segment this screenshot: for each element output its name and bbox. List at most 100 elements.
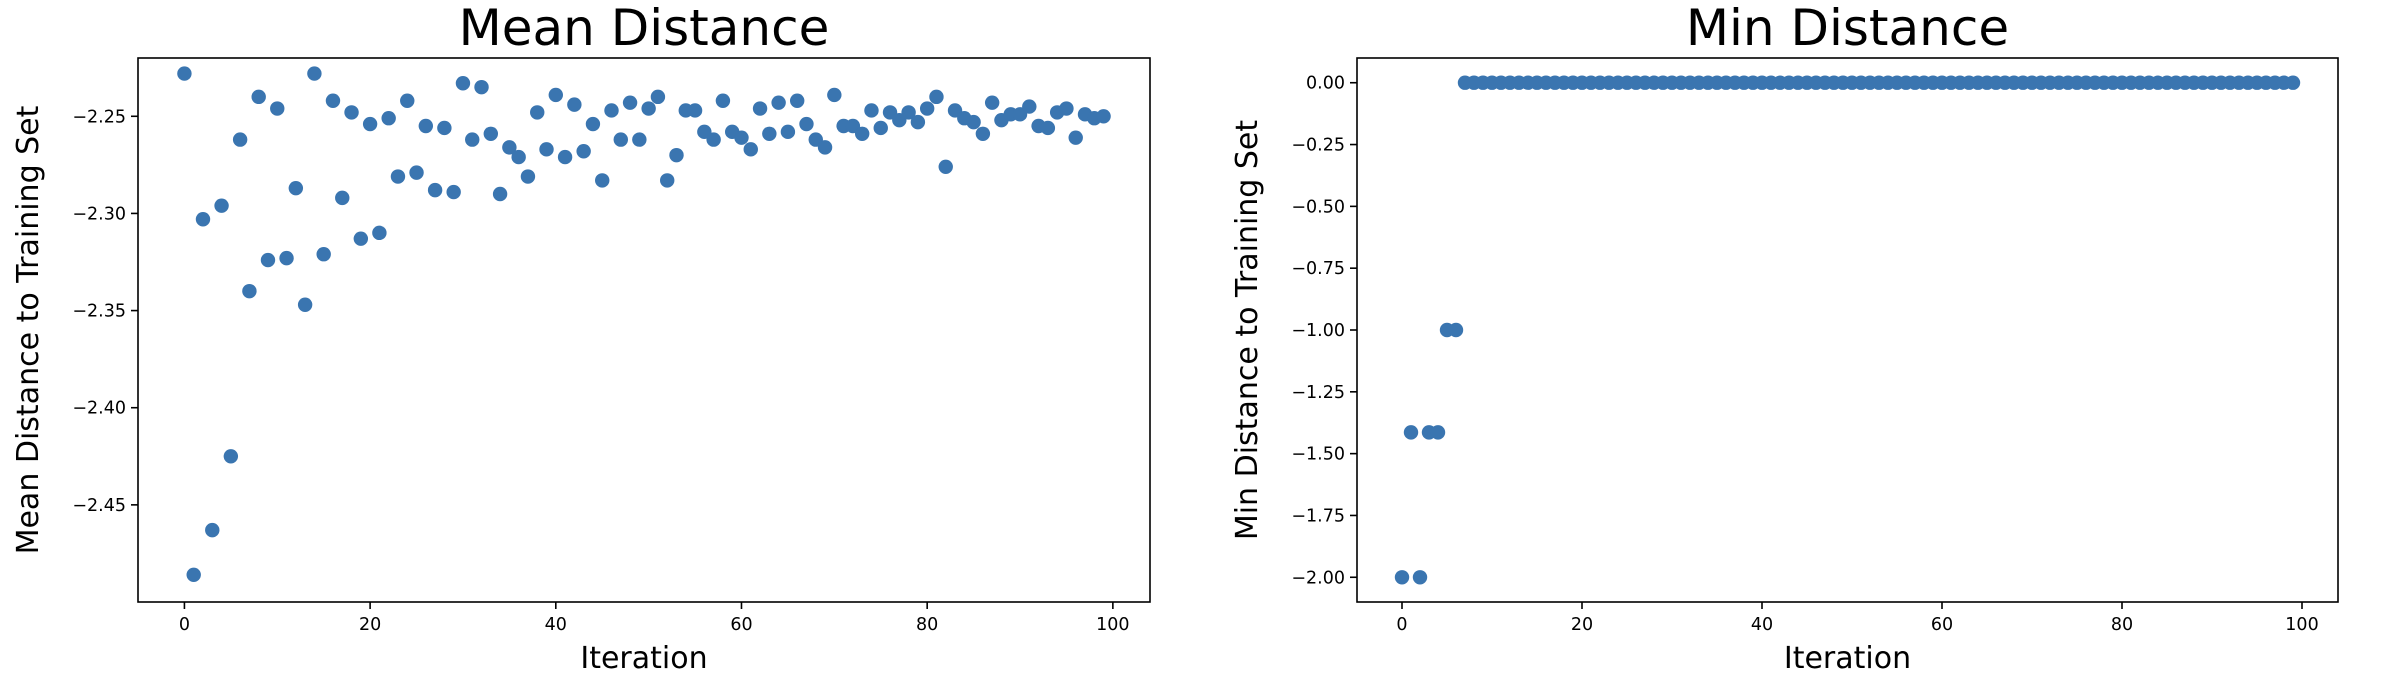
y-tick-label: −2.45: [72, 496, 126, 516]
data-point: [362, 116, 378, 132]
data-point: [799, 116, 814, 132]
data-point: [335, 190, 350, 206]
data-point: [520, 169, 536, 184]
data-point: [557, 149, 573, 165]
data-point: [437, 120, 452, 136]
data-point: [706, 132, 721, 147]
data-point: [576, 144, 591, 159]
data-point: [446, 184, 461, 200]
data-point: [232, 132, 248, 147]
y-axis-ticks: 0.00 −0.25 −0.50 −0.75 −1.00 −1.25 −1.50 −1.75 −…: [1291, 74, 1357, 588]
data-point: [975, 126, 991, 141]
x-tick-label: 80: [916, 615, 938, 635]
x-axis-ticks: 0 20 40 60 80 100: [179, 602, 1130, 635]
data-point: [1068, 130, 1083, 145]
data-point: [1394, 570, 1410, 585]
x-tick-label: 100: [2285, 615, 2318, 635]
x-tick-label: 20: [1571, 615, 1593, 635]
data-points: [1394, 75, 2301, 585]
data-point: [567, 97, 582, 112]
data-point: [223, 449, 239, 464]
x-tick-label: 60: [1931, 615, 1953, 635]
data-point: [1059, 101, 1074, 116]
data-point: [660, 173, 675, 188]
x-axis-label: Iteration: [580, 641, 707, 676]
y-tick-label: −2.25: [72, 107, 126, 127]
data-point: [938, 159, 953, 174]
data-point: [929, 89, 944, 105]
data-point: [1096, 109, 1111, 124]
data-point: [381, 111, 396, 126]
data-point: [1040, 120, 1056, 136]
data-point: [242, 283, 257, 299]
data-point: [325, 93, 341, 108]
data-point: [1448, 322, 1464, 338]
data-point: [548, 87, 563, 103]
data-point: [910, 114, 926, 130]
data-point: [539, 142, 554, 157]
data-point: [372, 225, 387, 241]
data-point: [465, 132, 480, 147]
plot-area: [1356, 57, 2339, 603]
data-point: [205, 522, 220, 538]
data-point: [483, 126, 499, 141]
min-distance-chart: Min Distance Iteration Min Distance to T…: [1230, 0, 2339, 676]
y-tick-label: −1.00: [1291, 321, 1345, 341]
data-point: [984, 95, 1000, 110]
data-point: [854, 126, 870, 141]
data-point: [604, 103, 619, 118]
data-point: [585, 116, 601, 132]
data-point: [307, 66, 322, 81]
x-axis-ticks: 0 20 40 60 80 100: [1396, 602, 2319, 635]
data-point: [743, 142, 758, 157]
data-point: [1403, 425, 1419, 440]
x-tick-label: 0: [179, 615, 190, 635]
data-point: [780, 124, 796, 140]
data-point: [418, 118, 434, 134]
data-point: [214, 198, 229, 213]
x-tick-label: 100: [1096, 615, 1129, 635]
data-point: [817, 140, 833, 155]
data-point: [734, 130, 749, 145]
y-tick-label: −2.40: [72, 399, 126, 419]
data-point: [901, 105, 916, 120]
data-point: [511, 149, 526, 165]
data-point: [752, 101, 768, 116]
x-tick-label: 20: [359, 615, 381, 635]
data-points: [177, 66, 1111, 582]
y-tick-label: −0.75: [1291, 259, 1345, 279]
data-point: [251, 89, 266, 105]
y-tick-label: −1.50: [1291, 445, 1345, 465]
data-point: [186, 567, 201, 582]
x-tick-label: 0: [1396, 615, 1407, 635]
data-point: [492, 186, 508, 202]
chart-title: Mean Distance: [459, 0, 830, 57]
x-tick-label: 80: [2111, 615, 2133, 635]
data-point: [474, 79, 489, 95]
data-point: [595, 173, 610, 188]
x-tick-label: 40: [1751, 615, 1773, 635]
y-tick-label: −2.35: [72, 302, 126, 322]
data-point: [1430, 425, 1446, 440]
data-point: [762, 126, 777, 141]
y-tick-label: −0.50: [1291, 197, 1345, 217]
y-tick-label: −0.25: [1291, 136, 1345, 156]
data-point: [632, 132, 647, 147]
plot-area: [137, 57, 1151, 603]
data-point: [279, 250, 294, 266]
y-tick-label: −1.25: [1291, 383, 1345, 403]
data-point: [2285, 75, 2301, 90]
data-point: [427, 182, 443, 198]
data-point: [195, 212, 211, 227]
data-point: [409, 165, 424, 180]
data-point: [400, 93, 415, 108]
y-axis-ticks: −2.25 −2.30 −2.35 −2.40 −2.45: [72, 107, 138, 516]
data-point: [177, 66, 192, 81]
data-point: [873, 120, 888, 136]
y-tick-label: 0.00: [1306, 74, 1345, 94]
x-axis-label: Iteration: [1784, 641, 1911, 676]
y-axis-label: Min Distance to Training Set: [1230, 120, 1265, 541]
data-point: [650, 89, 666, 105]
y-axis-label: Mean Distance to Training Set: [11, 105, 46, 554]
data-point: [502, 140, 517, 155]
